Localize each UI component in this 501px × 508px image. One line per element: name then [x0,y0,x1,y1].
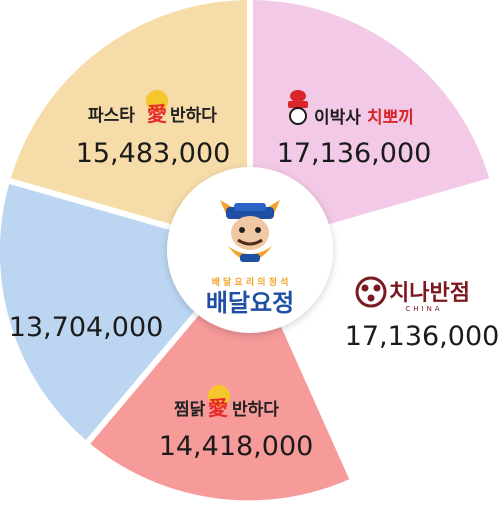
pasta-brand-tail: 반하다 [170,106,217,126]
ibaksa-brand-tail: 치뽀끼 [367,108,414,128]
center-tagline: 배 달 요 리 의 정 석 [212,276,289,288]
delivery-fairy-mascot-icon [220,200,280,262]
segment-ibaksa [250,0,490,250]
segment-jjimdak [88,250,352,501]
china-brand-logo: 치나반점 CHINA [355,276,470,313]
jjimdak-value-label: 14,418,000 [159,431,314,462]
segment-pasta [10,0,250,250]
pasta-brand-name: 파스타 [88,106,135,126]
pasta-brand-logo: 파스타 愛 반하다 [88,90,217,126]
pasta-love-char: 愛 [147,102,167,126]
china-brand-sub: CHINA [405,305,442,313]
china-emblem-icon [355,276,387,308]
pasta-value-label: 15,483,000 [76,138,231,169]
jjimdak-brand-name: 찜닭 [174,400,206,420]
chef-hat-icon [288,90,308,125]
ibaksa-brand-logo: 이박사 치뽀끼 [288,90,414,128]
jjimdak-heart-badge [208,385,230,407]
ibaksa-brand-name: 이박사 [314,108,361,128]
china-value-label: 17,136,000 [345,321,500,352]
blue-value-label: 13,704,000 [9,312,164,343]
center-badge: 배 달 요 리 의 정 석 배달요정 [167,167,333,333]
jjimdak-brand-logo: 찜닭 愛 반하다 [174,385,279,420]
center-brand-name: 배달요정 [206,289,294,317]
china-brand-name: 치나반점 [389,281,470,306]
pasta-heart-badge [146,90,168,112]
ibaksa-value-label: 17,136,000 [277,138,432,169]
jjimdak-love-char: 愛 [208,396,228,420]
jjimdak-brand-tail: 반하다 [232,400,279,420]
